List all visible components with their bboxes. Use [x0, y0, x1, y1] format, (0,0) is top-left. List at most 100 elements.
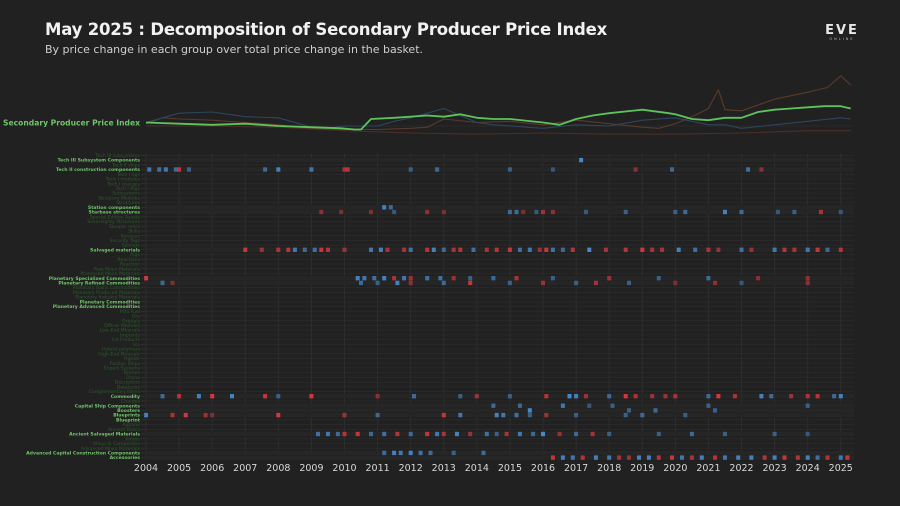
row-label: Faction Ships — [110, 361, 141, 367]
x-tick-label: 2015 — [498, 463, 522, 474]
heat-cell — [607, 394, 612, 399]
chart-subtitle: By price change in each group over total… — [45, 43, 424, 56]
x-tick-label: 2013 — [432, 463, 456, 474]
heat-cell — [587, 247, 592, 252]
heat-cell — [292, 247, 297, 252]
heat-cell — [584, 209, 588, 215]
chart-title: May 2025 : Decomposition of Secondary Pr… — [45, 20, 608, 39]
heat-cell — [494, 412, 499, 418]
heat-cell — [210, 394, 215, 399]
heat-cell — [815, 394, 820, 399]
row-label: Planetary Advanced Commodities — [53, 304, 141, 310]
row-label: Security Tags — [110, 238, 141, 244]
x-tick-label: 2021 — [696, 463, 720, 474]
heat-cell — [514, 276, 519, 281]
index-line-panel: Secondary Producer Price Index — [3, 75, 854, 135]
row-label: Structures — [116, 200, 140, 206]
heat-cell — [428, 450, 433, 456]
heat-cell — [640, 247, 645, 252]
row-band — [146, 210, 854, 214]
row-label: Skills — [128, 229, 140, 235]
row-label: Structure Modules — [98, 196, 141, 202]
heat-cell — [838, 209, 843, 215]
heat-cell — [759, 167, 764, 172]
heat-cell — [584, 394, 588, 399]
row-band — [146, 403, 854, 408]
row-label: Reactions — [118, 257, 141, 263]
heat-cell — [825, 455, 830, 460]
heat-cell — [441, 431, 446, 437]
row-label: Services — [121, 233, 141, 239]
heat-cell — [491, 276, 496, 281]
row-label: Rigs — [130, 252, 140, 258]
x-tick-label: 2022 — [729, 463, 753, 474]
row-label: Station components — [88, 205, 140, 211]
heat-cell — [355, 431, 360, 437]
heat-cell — [342, 431, 347, 437]
heat-cell — [832, 394, 837, 399]
row-band — [146, 205, 854, 210]
x-tick-label: 2010 — [332, 463, 356, 474]
heat-cell — [451, 276, 456, 281]
heat-cell — [170, 280, 175, 286]
heat-cell — [716, 394, 721, 399]
heat-cell — [623, 394, 628, 399]
x-tick-label: 2011 — [365, 463, 389, 474]
x-tick-label: 2025 — [829, 463, 853, 474]
component-line — [145, 75, 852, 131]
heat-cell — [627, 408, 631, 413]
heat-cell — [382, 276, 387, 281]
row-label: Charges — [121, 399, 140, 405]
heat-cell — [183, 412, 188, 418]
heat-cell — [517, 247, 522, 252]
heat-cell — [633, 167, 638, 172]
row-label: Blueprints — [113, 413, 140, 419]
heat-cell — [775, 209, 780, 215]
heat-cell — [660, 247, 665, 252]
row-label: Starbase structures — [89, 210, 141, 216]
heat-cell — [441, 412, 446, 418]
heat-cell — [818, 209, 823, 215]
heat-cell — [196, 394, 201, 399]
heat-cell — [484, 431, 489, 437]
heat-cell — [805, 280, 810, 286]
heat-cell — [838, 394, 843, 399]
row-label: Tech I Rigs — [115, 186, 141, 192]
heat-cell — [527, 247, 532, 252]
heat-cell — [792, 209, 797, 215]
heat-cell — [326, 431, 330, 437]
heat-cell — [746, 167, 751, 172]
heat-cell — [382, 205, 387, 210]
row-band — [146, 394, 854, 399]
heat-cell — [418, 450, 423, 456]
heat-cell — [312, 247, 317, 252]
heat-cell — [607, 455, 612, 460]
heat-cell — [610, 403, 615, 408]
heat-cell — [805, 394, 810, 399]
heat-cell — [531, 431, 536, 437]
heat-cell — [805, 455, 810, 460]
row-label: Ancient Salvaged Materials — [69, 432, 140, 438]
heat-cell — [673, 209, 678, 215]
heat-cell — [670, 455, 674, 460]
row-band — [146, 408, 854, 413]
heat-cell — [693, 247, 698, 252]
row-band — [146, 158, 854, 163]
row-band — [146, 247, 854, 252]
heat-cell — [507, 280, 512, 286]
heat-cell — [805, 276, 810, 281]
row-label: Accessories — [110, 455, 141, 461]
row-label: Planetary Refined Commodities — [58, 281, 140, 287]
heat-cell — [579, 157, 584, 163]
heat-cell — [567, 394, 572, 399]
heat-cell — [408, 280, 413, 286]
heat-cell — [382, 450, 387, 456]
heat-cell — [302, 247, 307, 252]
row-label: Salvage — [122, 243, 140, 249]
heat-cell — [507, 209, 512, 215]
heat-cell — [345, 167, 350, 172]
heat-cell — [170, 412, 175, 418]
heat-cell — [550, 167, 555, 172]
heat-cell — [385, 247, 390, 252]
